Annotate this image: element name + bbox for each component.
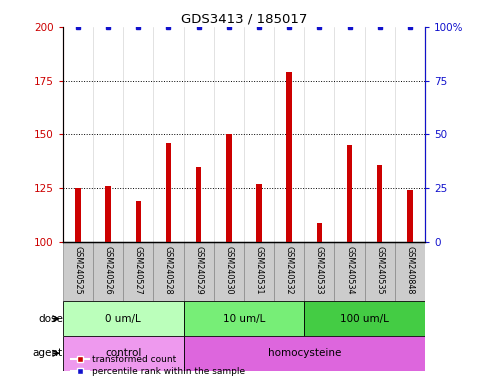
Bar <box>196 167 201 242</box>
Bar <box>286 72 292 242</box>
Bar <box>166 143 171 242</box>
Text: GSM240526: GSM240526 <box>103 246 113 295</box>
Text: 10 um/L: 10 um/L <box>223 314 265 324</box>
Bar <box>256 184 262 242</box>
Bar <box>63 301 184 336</box>
Bar <box>136 201 141 242</box>
Bar <box>365 242 395 301</box>
Bar <box>123 242 154 301</box>
Text: GSM240532: GSM240532 <box>284 246 294 295</box>
Text: homocysteine: homocysteine <box>268 348 341 358</box>
Text: GSM240525: GSM240525 <box>73 246 83 295</box>
Text: GSM240848: GSM240848 <box>405 246 414 295</box>
Bar <box>395 242 425 301</box>
Text: 100 um/L: 100 um/L <box>340 314 389 324</box>
Bar <box>184 242 213 301</box>
Bar <box>377 164 383 242</box>
Bar <box>304 242 334 301</box>
Legend: transformed count, percentile rank within the sample: transformed count, percentile rank withi… <box>67 352 248 379</box>
Bar <box>317 223 322 242</box>
Bar <box>63 242 93 301</box>
Text: 0 um/L: 0 um/L <box>105 314 141 324</box>
Bar <box>407 190 412 242</box>
Text: control: control <box>105 348 142 358</box>
Bar <box>304 301 425 336</box>
Bar <box>184 336 425 371</box>
Text: GSM240528: GSM240528 <box>164 246 173 295</box>
Bar <box>184 301 304 336</box>
Bar <box>347 145 352 242</box>
Text: GSM240529: GSM240529 <box>194 246 203 295</box>
Text: dose: dose <box>38 314 63 324</box>
Text: GSM240527: GSM240527 <box>134 246 143 295</box>
Bar <box>213 242 244 301</box>
Bar <box>75 188 81 242</box>
Bar <box>334 242 365 301</box>
Title: GDS3413 / 185017: GDS3413 / 185017 <box>181 13 307 26</box>
Bar <box>105 186 111 242</box>
Bar <box>63 336 184 371</box>
Bar <box>274 242 304 301</box>
Bar <box>154 242 184 301</box>
Bar <box>244 242 274 301</box>
Text: GSM240535: GSM240535 <box>375 246 384 295</box>
Text: agent: agent <box>33 348 63 358</box>
Text: GSM240531: GSM240531 <box>255 246 264 295</box>
Bar <box>93 242 123 301</box>
Text: GSM240533: GSM240533 <box>315 246 324 295</box>
Bar <box>226 134 231 242</box>
Text: GSM240530: GSM240530 <box>224 246 233 295</box>
Text: GSM240534: GSM240534 <box>345 246 354 295</box>
